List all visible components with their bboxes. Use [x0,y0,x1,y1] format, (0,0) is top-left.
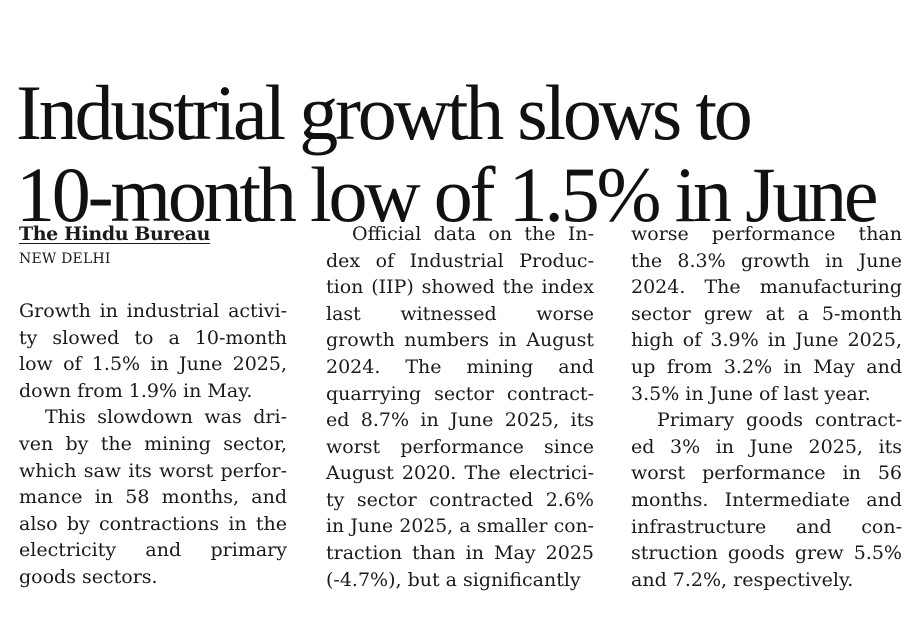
article-line: up from 3.2% in May and [631,355,902,378]
article-column-2: Official data on the In-dex of Industria… [326,221,594,593]
article-line: ed 3% in June 2025, its [631,435,902,458]
article-line: also by contractions in the [19,512,287,535]
headline: Industrial growth slows to 10-month low … [16,72,906,236]
article-line: mance in 58 months, and [19,486,287,509]
headline-line: 10-month low of 1.5% in June [16,151,879,239]
headline-line: Industrial growth slows to [16,69,753,157]
article-paragraph: Primary goods contract-ed 3% in June 202… [631,407,902,593]
article-line: dex of Industrial Produc- [326,249,594,272]
article-line: the 8.3% growth in June [631,249,902,272]
article-paragraph: Growth in industrial activi-ty slowed to… [19,298,287,404]
article-line: growth numbers in August [326,329,594,352]
article-line: ty sector contracted 2.6% [326,488,594,511]
article-paragraph: worse performance than the 8.3% growth in… [631,221,902,407]
article-line: ty slowed to a 10-month [19,326,287,349]
article-line: which saw its worst perfor- [19,459,287,482]
article-line: last witnessed worse [326,302,594,325]
article-line: Growth in industrial activi- [19,300,287,322]
article-line: 2024. The manufacturing [631,276,902,299]
article-line: 3.5% in June of last year. [631,382,871,405]
article-line: electricity and primary [19,539,287,562]
column-body: Official data on the In-dex of Industria… [326,221,594,593]
article-line: 2024. The mining and [326,355,594,378]
article-line: Official data on the In- [352,223,594,245]
article-line: worst performance since [326,435,594,458]
article-line: tion (IIP) showed the index [326,276,594,299]
article-line: goods sectors. [19,565,158,588]
article-line: down from 1.9% in May. [19,379,253,402]
article-line: low of 1.5% in June 2025, [19,353,287,376]
article-line: quarrying sector contract- [326,382,594,405]
article-line: ven by the mining sector, [19,432,287,455]
article-line: high of 3.9% in June 2025, [631,329,902,352]
article-paragraph: This slowdown was dri-ven by the mining … [19,404,287,590]
article-line: infrastructure and con- [631,515,902,538]
article-line: months. Intermediate and [631,488,902,511]
article-line: struction goods grew 5.5% [631,542,902,565]
article-line: sector grew at a 5-month [631,302,902,325]
article-line: worse performance than [631,223,902,245]
article-paragraph: Official data on the In-dex of Industria… [326,221,594,593]
article-line: and 7.2%, respectively. [631,568,854,591]
byline: The Hindu Bureau [19,223,211,245]
article-line: (-4.7%), but a significantly [326,568,581,591]
article-line: in June 2025, a smaller con- [326,515,594,537]
column-body: Growth in industrial activi-ty slowed to… [19,298,287,591]
column-body: worse performance than the 8.3% growth in… [631,221,902,593]
article-line: worst performance in 56 [631,462,902,485]
dateline: NEW DELHI [19,251,111,267]
article-line: August 2020. The electrici- [326,462,594,485]
article-line: ed 8.7% in June 2025, its [326,409,594,432]
article-column-3: worse performance than the 8.3% growth in… [631,221,902,593]
article-line: This slowdown was dri- [45,406,287,429]
article-line: traction than in May 2025 [326,542,594,565]
article-line: Primary goods contract- [657,409,902,432]
article-column-1: The Hindu Bureau NEW DELHI Growth in ind… [19,221,287,591]
